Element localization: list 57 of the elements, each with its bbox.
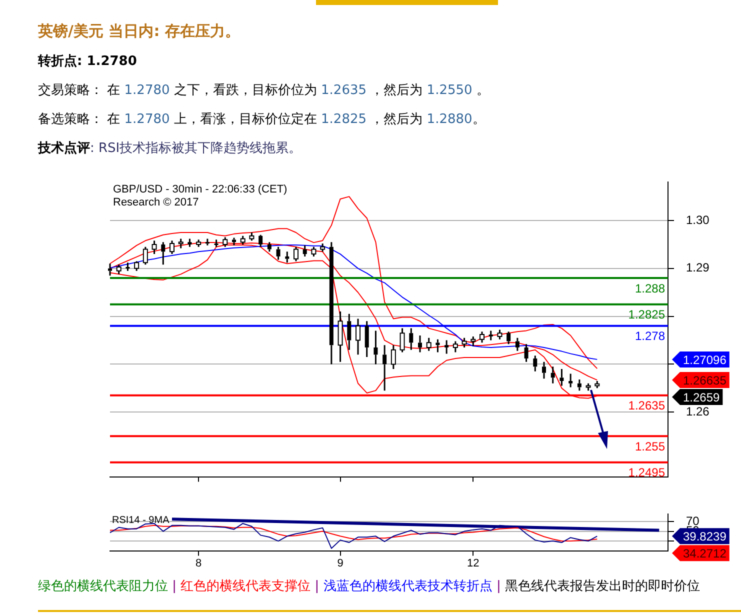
y-tick-label: 1.26 [686, 404, 710, 418]
candlestick [568, 373, 573, 388]
candlestick [560, 368, 564, 387]
candlestick [550, 366, 555, 384]
x-tick-label: 9 [337, 557, 344, 570]
candlestick [276, 246, 280, 261]
candlestick [515, 337, 520, 352]
candlestick [382, 344, 387, 392]
candlestick [524, 343, 528, 363]
candlestick [488, 330, 493, 342]
candlestick [214, 238, 218, 248]
annotation: Research © 2017 [113, 196, 199, 209]
text: 技术点评: RSI技术指标被其下降趋势线拖累。 [38, 141, 302, 156]
ref-line-label: 1.2635 [628, 398, 666, 413]
ref-line-label: 1.255 [634, 439, 666, 454]
candlestick [436, 338, 440, 354]
text: 1.26635 [683, 373, 727, 388]
candlestick [444, 340, 449, 354]
x-tick-label: 12 [467, 557, 480, 570]
candlestick [302, 244, 307, 258]
chart-subtitle: GBP/USD - 30min - 22:06:33 (CET) [113, 184, 288, 196]
candlestick [161, 241, 166, 266]
candlestick [188, 238, 192, 248]
candlestick [329, 241, 334, 365]
text: 34.2712 [683, 546, 727, 560]
ref-line-label: 1.278 [634, 329, 666, 344]
text: 39.8239 [683, 529, 727, 544]
chart-title: 英镑/美元 当日内: 存在压力。 [38, 22, 240, 41]
candlestick [108, 262, 112, 276]
ref-line-label: 1.288 [634, 281, 666, 296]
y-tick-label: 1.30 [686, 212, 710, 227]
ref-line-label: 1.2495 [628, 466, 666, 480]
text: 备选策略： 在 1.2780 上，看涨，目标价位定在 1.2825 ，然后为 1.2880。 [38, 112, 486, 127]
y-tick-label: 1.29 [686, 260, 710, 275]
ref-line-label: 1.2825 [628, 308, 666, 322]
text: 1.2659 [683, 390, 720, 404]
text: 交易策略： 在 1.2780 之下，看跌，目标价位为 1.2635 ，然后为 1.2550 。 [38, 83, 490, 98]
candlestick [232, 237, 236, 246]
candlestick [258, 234, 263, 248]
candlestick [418, 334, 422, 354]
candlestick [506, 330, 511, 345]
candlestick [542, 361, 546, 380]
candlestick [285, 250, 290, 264]
text: 绿色的横线代表阻力位 | 红色的横线代表支撑位 | 浅蓝色的横线代表技术转折点 | 黑色线代表报告发出时的即时价位 [38, 579, 700, 594]
chart-title: RSI14 - 9MA [112, 514, 170, 526]
candlestick [577, 378, 582, 392]
x-tick-label: 8 [196, 557, 202, 570]
candlestick [533, 354, 538, 372]
text: 1.27096 [683, 352, 727, 367]
candlestick [205, 238, 210, 246]
candlestick [374, 330, 378, 365]
candlestick [364, 320, 369, 358]
candlestick [126, 262, 130, 272]
candlestick [347, 313, 352, 351]
candlestick [409, 328, 414, 351]
candlestick [267, 241, 272, 252]
text: 转折点: 1.2780 [38, 53, 138, 71]
